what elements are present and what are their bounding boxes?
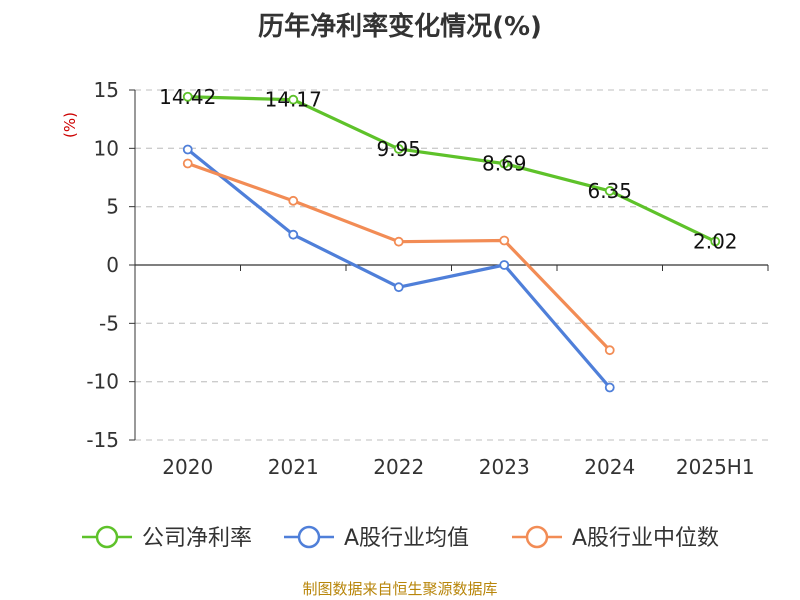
y-tick-label: -5 xyxy=(99,311,119,335)
data-label: 14.42 xyxy=(159,85,216,109)
x-tick-label: 2025H1 xyxy=(676,455,755,479)
x-tick-label: 2023 xyxy=(479,455,530,479)
series-line-0 xyxy=(187,95,716,243)
source-note: 制图数据来自恒生聚源数据库 xyxy=(302,580,498,598)
data-point-2 xyxy=(499,235,510,246)
data-point-1 xyxy=(604,382,615,393)
data-point-0 xyxy=(604,186,615,196)
data-label: 9.95 xyxy=(376,137,421,161)
data-point-0 xyxy=(710,236,721,247)
data-point-1 xyxy=(288,229,299,240)
legend-marker-2 xyxy=(525,525,549,549)
data-point-0 xyxy=(182,91,193,102)
y-tick-label: 5 xyxy=(106,195,119,219)
data-point-1 xyxy=(393,282,404,293)
legend-marker-1 xyxy=(297,525,321,549)
y-tick-label: -15 xyxy=(86,428,119,452)
series-line-2 xyxy=(187,161,611,352)
data-label: 6.35 xyxy=(587,179,632,203)
data-point-0 xyxy=(393,144,404,154)
x-tick-label: 2021 xyxy=(268,455,319,479)
x-tick-label: 2022 xyxy=(373,455,424,479)
data-point-0 xyxy=(499,158,510,169)
y-axis-label: (%) xyxy=(61,112,79,138)
data-label: 8.69 xyxy=(482,152,527,176)
data-label: 2.02 xyxy=(693,229,738,253)
data-label: 14.17 xyxy=(265,88,322,112)
axes: 15 10 5 0 -5 -10 -15 2020 2021 2022 2023 2024 2025H1 xyxy=(86,78,769,479)
chart-title: 历年净利率变化情况(%) xyxy=(258,12,542,42)
data-point-2 xyxy=(288,195,299,206)
data-labels: 14.42 14.17 9.95 8.69 6.35 2.02 xyxy=(159,85,737,254)
data-point-2 xyxy=(393,236,404,247)
x-tick-label: 2024 xyxy=(584,455,635,479)
legend-label: A股行业均值 xyxy=(344,526,469,551)
data-point-1 xyxy=(182,144,193,155)
data-point-0 xyxy=(288,94,299,105)
y-tick-label: -10 xyxy=(86,370,119,394)
data-point-2 xyxy=(604,345,615,356)
y-tick-label: 0 xyxy=(106,253,119,277)
series-group xyxy=(182,91,721,393)
data-point-1 xyxy=(499,260,510,270)
legend-label: A股行业中位数 xyxy=(572,526,719,551)
data-point-2 xyxy=(182,158,193,169)
legend: 公司净利率 A股行业均值 A股行业中位数 xyxy=(82,525,719,551)
legend-label: 公司净利率 xyxy=(142,526,252,551)
y-tick-label: 15 xyxy=(94,78,119,102)
x-tick-label: 2020 xyxy=(162,455,213,479)
legend-marker-0 xyxy=(95,525,119,549)
y-tick-label: 10 xyxy=(94,136,119,160)
